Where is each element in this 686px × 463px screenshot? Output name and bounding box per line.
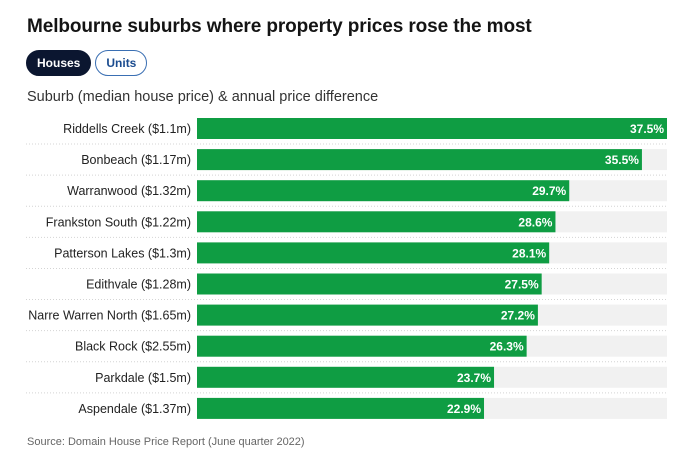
- value-label: 23.7%: [457, 371, 491, 385]
- category-label: Frankston South ($1.22m): [46, 215, 191, 229]
- category-label: Patterson Lakes ($1.3m): [54, 246, 191, 260]
- bar[interactable]: [197, 366, 495, 388]
- category-label: Aspendale ($1.37m): [78, 402, 191, 416]
- value-label: 27.2%: [501, 309, 535, 323]
- category-label: Narre Warren North ($1.65m): [28, 309, 191, 323]
- value-label: 28.1%: [512, 246, 546, 260]
- category-label: Riddells Creek ($1.1m): [63, 122, 191, 136]
- bar[interactable]: [197, 335, 527, 357]
- category-label: Bonbeach ($1.17m): [81, 153, 191, 167]
- tab-houses[interactable]: Houses: [26, 50, 92, 76]
- bar[interactable]: [197, 242, 550, 264]
- value-label: 29.7%: [532, 184, 566, 198]
- bar[interactable]: [197, 397, 485, 419]
- source-note: Source: Domain House Price Report (June …: [27, 436, 305, 448]
- bar[interactable]: [197, 304, 538, 326]
- value-label: 26.3%: [490, 340, 524, 354]
- view-toggle: Houses Units: [26, 50, 148, 76]
- bar[interactable]: [197, 118, 667, 139]
- bar[interactable]: [197, 273, 542, 295]
- bar[interactable]: [197, 211, 556, 233]
- category-label: Edithvale ($1.28m): [86, 278, 191, 292]
- tab-units[interactable]: Units: [95, 50, 148, 76]
- category-label: Warranwood ($1.32m): [67, 184, 191, 198]
- value-label: 35.5%: [605, 153, 639, 167]
- category-label: Black Rock ($2.55m): [75, 340, 191, 354]
- bar[interactable]: [197, 149, 642, 171]
- chart-subtitle: Suburb (median house price) & annual pri…: [27, 89, 379, 105]
- category-label: Parkdale ($1.5m): [95, 371, 191, 385]
- bar[interactable]: [197, 180, 570, 202]
- value-label: 22.9%: [447, 402, 481, 416]
- value-label: 37.5%: [630, 122, 664, 136]
- chart-title: Melbourne suburbs where property prices …: [27, 16, 532, 37]
- value-label: 28.6%: [518, 215, 552, 229]
- value-label: 27.5%: [505, 278, 539, 292]
